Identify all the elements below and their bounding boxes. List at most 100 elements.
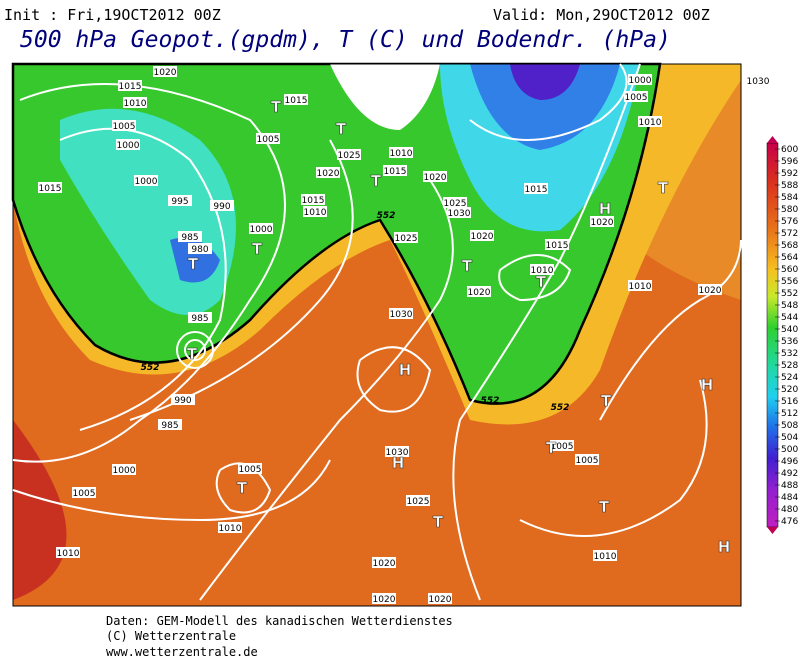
label-bg [188, 243, 212, 254]
label-bg [638, 116, 662, 127]
isobar-label: 1005 [625, 93, 648, 103]
label-bg [218, 522, 242, 533]
label-bg [593, 550, 617, 561]
colorbar-label: 548 [781, 301, 798, 311]
label-bg [316, 167, 340, 178]
isobar-label: 1015 [546, 241, 569, 251]
colorbar-label: 536 [781, 337, 798, 347]
label-bg [168, 195, 192, 206]
isobar-label: 1020 [591, 218, 614, 228]
label-bg [470, 230, 494, 241]
pressure-center: T [188, 255, 199, 273]
label-bg [524, 183, 548, 194]
pressure-center: T [237, 479, 248, 497]
isobar-label: 1020 [468, 288, 491, 298]
pressure-center: H [392, 454, 405, 472]
isobar-label: 1015 [39, 184, 62, 194]
label-bg [303, 206, 327, 217]
label-bg [624, 91, 648, 102]
label-bg [118, 80, 142, 91]
label-bg [372, 593, 396, 604]
isobar-label: 1030 [448, 209, 471, 219]
isobar-label: 1020 [699, 286, 722, 296]
pressure-center: H [718, 538, 731, 556]
isobar-label: 1010 [531, 266, 554, 276]
pressure-center: H [701, 376, 714, 394]
label-bg [210, 200, 234, 211]
isobar-label: 1010 [57, 549, 80, 559]
label-bg [123, 97, 147, 108]
pressure-center: T [536, 273, 547, 291]
pressure-center: T [271, 98, 282, 116]
label-bg [134, 175, 158, 186]
label-bg [256, 133, 280, 144]
footer-line: Daten: GEM-Modell des kanadischen Wetter… [106, 614, 453, 628]
pressure-center: H [399, 361, 412, 379]
label-bg [112, 120, 136, 131]
pressure-center: T [599, 498, 610, 516]
colorbar-label: 576 [781, 217, 798, 227]
colorbar-label: 488 [781, 481, 798, 491]
colorbar-label: 484 [781, 493, 798, 503]
isobar-label: 1000 [629, 76, 652, 86]
pressure-center: T [433, 513, 444, 531]
label-bg [372, 557, 396, 568]
isobar-label: 1005 [551, 442, 574, 452]
isobar-label: 1015 [302, 196, 325, 206]
label-bg [389, 308, 413, 319]
no-data [330, 64, 440, 130]
label-bg [178, 231, 202, 242]
pressure-center: T [546, 439, 557, 457]
isobar-label: 995 [171, 197, 188, 207]
footer-line: (C) Wetterzentrale [106, 629, 236, 643]
pressure-center: H [599, 200, 612, 218]
label-bg [423, 171, 447, 182]
isobar-label: 1010 [219, 524, 242, 534]
label-bg [238, 463, 262, 474]
colorbar-label: 504 [781, 433, 798, 443]
label-bg [394, 232, 418, 243]
label-bg [249, 223, 273, 234]
isobar-label: 1000 [117, 141, 140, 151]
map-field [11, 62, 742, 607]
isobar-label: 1020 [373, 595, 396, 605]
label-bg [389, 147, 413, 158]
init-time: Init : Fri,19OCT2012 00Z [4, 6, 221, 24]
label-bg [443, 197, 467, 208]
pressure-center: T [371, 172, 382, 190]
isobar-label: 1005 [73, 489, 96, 499]
label-bg [385, 446, 409, 457]
isobar-label: 1025 [338, 151, 361, 161]
map-frame [12, 63, 742, 607]
label-bg [545, 239, 569, 250]
label-bg [158, 419, 182, 430]
isobar-label: 1000 [250, 225, 273, 235]
label-bg [628, 280, 652, 291]
isobar-label: 1025 [395, 234, 418, 244]
colorbar-label: 476 [781, 517, 798, 527]
label-bg [406, 495, 430, 506]
isobar-label: 985 [191, 314, 208, 324]
colorbar-label: 508 [781, 421, 798, 431]
isobar-label: 990 [213, 202, 230, 212]
valid-time: Valid: Mon,29OCT2012 00Z [493, 6, 710, 24]
isobar-label: 1020 [317, 169, 340, 179]
contour-label: 552 [481, 396, 500, 406]
label-bg [56, 547, 80, 558]
colorbar-label: 524 [781, 373, 798, 383]
footer-line: www.wetterzentrale.de [106, 645, 258, 659]
pressure-center: T [187, 345, 198, 363]
isobar-label: 1010 [124, 99, 147, 109]
colorbar-label: 532 [781, 349, 798, 359]
isobar-label: 1010 [629, 282, 652, 292]
colorbar-label: 588 [781, 181, 798, 191]
isobar-label: 1025 [407, 497, 430, 507]
colorbar [766, 142, 779, 528]
isobar-label: 1020 [471, 232, 494, 242]
label-bg [575, 454, 599, 465]
colorbar-label: 492 [781, 469, 798, 479]
isobar-label: 1020 [429, 595, 452, 605]
colorbar-label: 500 [781, 445, 798, 455]
